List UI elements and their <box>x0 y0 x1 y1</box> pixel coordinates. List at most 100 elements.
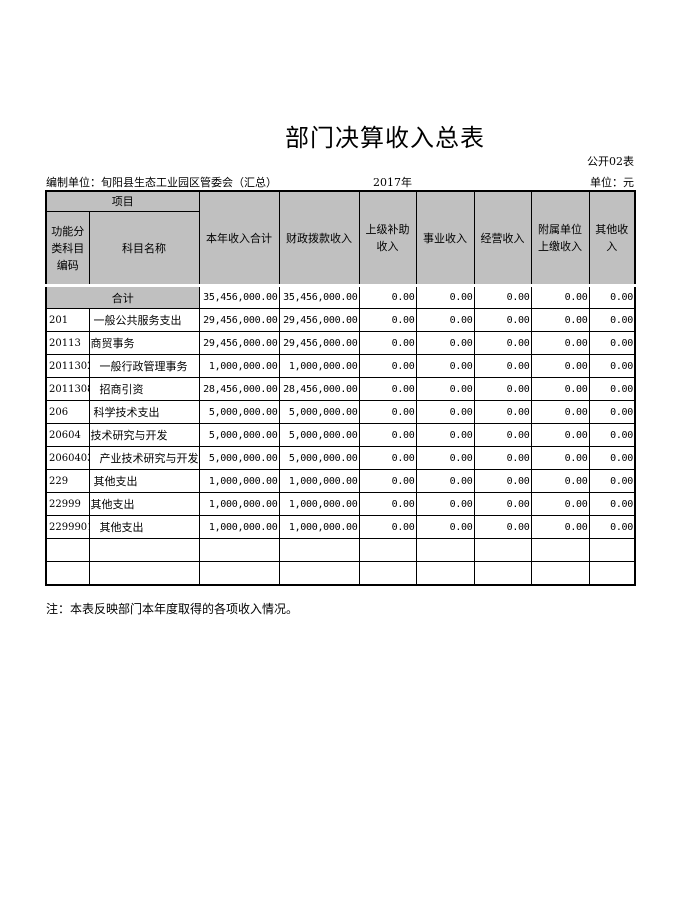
value-cell: 1,000,000.00 <box>198 515 280 539</box>
value-cell: 0.00 <box>530 308 590 332</box>
total-value: 0.00 <box>530 284 590 309</box>
value-cell: 0.00 <box>358 354 417 378</box>
total-value: 35,456,000.00 <box>278 284 360 309</box>
value-cell: 0.00 <box>415 308 475 332</box>
data-row: 2011308招商引资28,456,000.0028,456,000.000.0… <box>45 377 636 401</box>
value-cell: 0.00 <box>358 446 417 470</box>
value-cell: 0.00 <box>530 446 590 470</box>
value-cell: 28,456,000.00 <box>278 377 360 401</box>
name-cell: 其他支出 <box>88 469 200 493</box>
total-label: 合计 <box>45 284 200 309</box>
empty-cell <box>415 561 475 586</box>
group-header: 项目 <box>45 190 200 212</box>
value-cell: 0.00 <box>473 515 532 539</box>
value-cell: 1,000,000.00 <box>278 515 360 539</box>
empty-cell <box>198 561 280 586</box>
value-cell: 0.00 <box>358 331 417 355</box>
value-cell: 1,000,000.00 <box>278 492 360 516</box>
column-header: 经营收入 <box>473 190 532 286</box>
value-cell: 0.00 <box>358 515 417 539</box>
title: 部门决算收入总表 <box>285 124 485 152</box>
income-table: 项目 本年收入合计 财政拨款收入 上级补助收入 事业收入 经营收入 附属单位上缴… <box>45 190 636 586</box>
column-header: 功能分类科目编码 <box>45 211 90 286</box>
code-cell: 2299901 <box>45 515 90 539</box>
unit-org: 编制单位：旬阳县生态工业园区管委会（汇总） <box>46 176 277 189</box>
value-cell: 0.00 <box>415 400 475 424</box>
value-cell: 1,000,000.00 <box>278 354 360 378</box>
empty-cell <box>198 538 280 562</box>
form-number: 公开02表 <box>587 155 634 168</box>
column-header: 本年收入合计 <box>198 190 280 286</box>
code-cell: 20113 <box>45 331 90 355</box>
data-row: 229 其他支出 1,000,000.00 1,000,000.00 0.00 0.00 0… <box>45 469 636 493</box>
header-row: 功能分类科目编码 科目名称 <box>45 211 635 286</box>
name-cell: 技术研究与开发 <box>88 423 200 447</box>
value-cell: 0.00 <box>473 400 532 424</box>
table-body: 合计 35,456,000.00 35,456,000.00 0.00 0.00 0.00… <box>45 284 636 586</box>
total-value: 0.00 <box>588 284 636 309</box>
value-cell: 29,456,000.00 <box>278 308 360 332</box>
value-cell: 0.00 <box>358 423 417 447</box>
empty-cell <box>358 561 417 586</box>
empty-cell <box>45 538 90 562</box>
empty-cell <box>473 538 532 562</box>
name-cell: 科学技术支出 <box>88 400 200 424</box>
value-cell: 0.00 <box>415 377 475 401</box>
value-cell: 29,456,000.00 <box>278 331 360 355</box>
code-cell: 22999 <box>45 492 90 516</box>
value-cell: 0.00 <box>530 331 590 355</box>
name-cell: 商贸事务 <box>88 331 200 355</box>
data-row: 22999 其他支出 1,000,000.00 1,000,000.00 0.00 0.0… <box>45 492 636 516</box>
value-cell: 5,000,000.00 <box>278 446 360 470</box>
value-cell: 0.00 <box>415 469 475 493</box>
value-cell: 5,000,000.00 <box>198 400 280 424</box>
value-cell: 0.00 <box>530 377 590 401</box>
value-cell: 0.00 <box>588 423 636 447</box>
name-cell: 其他支出 <box>88 492 200 516</box>
code-cell: 229 <box>45 469 90 493</box>
value-cell: 0.00 <box>473 354 532 378</box>
total-value: 0.00 <box>415 284 475 309</box>
value-cell: 0.00 <box>588 400 636 424</box>
value-cell: 0.00 <box>530 423 590 447</box>
data-row: 2011302一般行政管理事务1,000,000.001,000,000.000… <box>45 354 636 378</box>
value-cell: 0.00 <box>473 423 532 447</box>
value-cell: 0.00 <box>530 515 590 539</box>
empty-cell <box>415 538 475 562</box>
note: 注：本表反映部门本年度取得的各项收入情况。 <box>46 602 299 616</box>
value-cell: 0.00 <box>358 308 417 332</box>
column-header: 附属单位上缴收入 <box>530 190 590 286</box>
code-cell: 2011302 <box>45 354 90 378</box>
data-row: 201 一般公共服务支出 29,456,000.00 29,456,000.00 0.0… <box>45 308 636 332</box>
value-cell: 0.00 <box>473 308 532 332</box>
column-header: 事业收入 <box>415 190 475 286</box>
value-cell: 0.00 <box>588 446 636 470</box>
value-cell: 0.00 <box>473 377 532 401</box>
empty-cell <box>588 561 636 586</box>
empty-cell <box>278 538 360 562</box>
total-value: 35,456,000.00 <box>198 284 280 309</box>
value-cell: 0.00 <box>588 331 636 355</box>
value-cell: 0.00 <box>588 515 636 539</box>
empty-cell <box>358 538 417 562</box>
code-cell: 20604 <box>45 423 90 447</box>
value-cell: 0.00 <box>588 469 636 493</box>
empty-row <box>45 538 636 562</box>
value-cell: 0.00 <box>358 492 417 516</box>
column-header: 科目名称 <box>88 211 200 286</box>
value-cell: 1,000,000.00 <box>278 469 360 493</box>
value-cell: 0.00 <box>415 331 475 355</box>
year: 2017年 <box>373 176 412 189</box>
value-cell: 29,456,000.00 <box>198 308 280 332</box>
value-cell: 0.00 <box>530 469 590 493</box>
empty-cell <box>88 561 200 586</box>
value-cell: 0.00 <box>358 377 417 401</box>
value-cell: 0.00 <box>530 400 590 424</box>
value-cell: 5,000,000.00 <box>198 446 280 470</box>
data-row: 206 科学技术支出 5,000,000.00 5,000,000.00 0.00 0.0… <box>45 400 636 424</box>
table-head: 项目 本年收入合计 财政拨款收入 上级补助收入 事业收入 经营收入 附属单位上缴… <box>45 190 636 286</box>
value-cell: 5,000,000.00 <box>278 400 360 424</box>
total-row: 合计 35,456,000.00 35,456,000.00 0.00 0.00 0.00… <box>45 284 636 309</box>
